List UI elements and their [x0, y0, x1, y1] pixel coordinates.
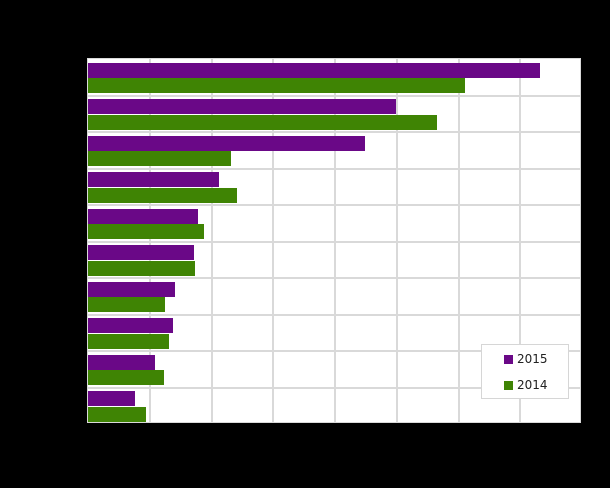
bar-2014-row-4[interactable]	[88, 187, 237, 203]
bar-2015-row-3[interactable]	[88, 135, 366, 151]
horizontal-gridline	[88, 350, 580, 352]
bar-2014-row-3[interactable]	[88, 151, 232, 166]
horizontal-gridline	[88, 167, 580, 170]
horizontal-gridline	[88, 313, 580, 316]
bar-2015-row-7[interactable]	[88, 281, 176, 297]
bar-2014-row-10[interactable]	[88, 406, 147, 422]
bar-2014-row-5[interactable]	[88, 224, 205, 239]
legend-label-2015: 2015	[517, 352, 548, 366]
legend-item-2015[interactable]: 2015	[504, 352, 548, 366]
bar-2014-row-9[interactable]	[88, 370, 164, 385]
horizontal-gridline	[88, 94, 580, 97]
bar-2014-row-1[interactable]	[88, 78, 466, 93]
bar-2015-row-2[interactable]	[88, 99, 397, 114]
bar-2015-row-4[interactable]	[88, 172, 219, 187]
plot-area	[87, 58, 581, 423]
horizontal-gridline	[88, 277, 580, 279]
legend: 2015 2014	[481, 344, 569, 399]
bar-2015-row-9[interactable]	[88, 354, 156, 370]
bar-2015-row-5[interactable]	[88, 208, 198, 224]
bar-2014-row-8[interactable]	[88, 333, 169, 349]
horizontal-gridline	[88, 386, 580, 389]
bar-2015-row-1[interactable]	[88, 62, 540, 78]
bar-2014-row-2[interactable]	[88, 114, 437, 130]
horizontal-gridline	[88, 240, 580, 243]
legend-label-2014: 2014	[517, 378, 548, 392]
bar-2015-row-6[interactable]	[88, 245, 195, 260]
bar-2014-row-6[interactable]	[88, 260, 195, 276]
bar-2015-row-10[interactable]	[88, 391, 135, 406]
horizontal-gridline	[88, 131, 580, 133]
legend-swatch-2015	[504, 354, 513, 364]
legend-item-2014[interactable]: 2014	[504, 378, 548, 392]
legend-swatch-2014	[504, 380, 513, 390]
bar-2014-row-7[interactable]	[88, 297, 166, 312]
horizontal-gridline	[88, 204, 580, 206]
bar-2015-row-8[interactable]	[88, 318, 174, 333]
